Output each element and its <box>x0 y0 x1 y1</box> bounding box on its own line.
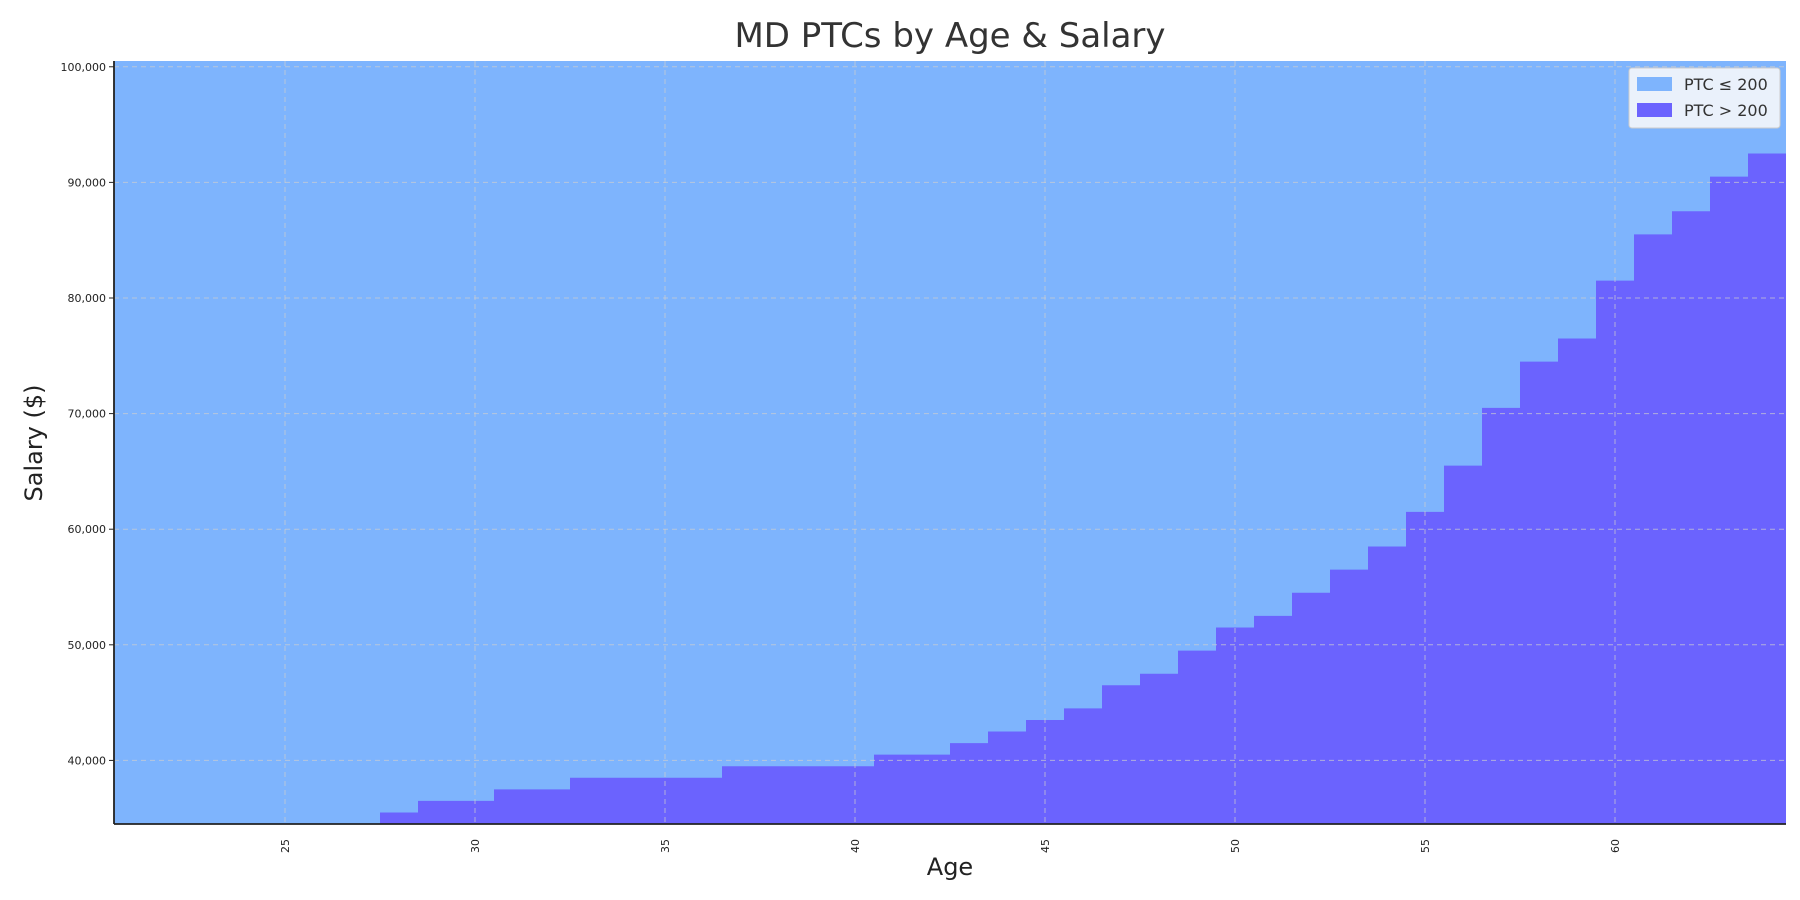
chart-grid <box>114 61 1786 824</box>
legend-label-ptc-gt-200: PTC > 200 <box>1684 101 1768 120</box>
x-tick-label: 45 <box>1039 839 1052 853</box>
y-tick-label: 70,000 <box>68 408 107 421</box>
y-tick-label: 80,000 <box>68 292 107 305</box>
chart-title: MD PTCs by Age & Salary <box>734 16 1165 56</box>
x-axis-label: Age <box>927 853 973 881</box>
x-tick-label: 35 <box>659 839 672 853</box>
y-tick-label: 90,000 <box>68 176 107 189</box>
legend-swatch-ptc-gt-200 <box>1637 103 1672 117</box>
area-ptc-gt-200 <box>114 153 1786 824</box>
y-tick-label: 40,000 <box>68 754 107 767</box>
y-axis-label: Salary ($) <box>20 384 48 501</box>
x-tick-label: 50 <box>1229 839 1242 853</box>
chart-ticks: 25 30 35 40 45 50 55 60 40,000 50,000 60,000 70,000… <box>61 61 1623 853</box>
x-tick-label: 25 <box>279 839 292 853</box>
x-tick-label: 30 <box>469 839 482 853</box>
y-tick-label: 60,000 <box>68 523 107 536</box>
x-tick-label: 40 <box>849 839 862 853</box>
legend: PTC ≤ 200 PTC > 200 <box>1628 67 1781 129</box>
x-tick-label: 60 <box>1609 839 1622 853</box>
x-tick-label: 55 <box>1419 839 1432 853</box>
legend-label-ptc-le-200: PTC ≤ 200 <box>1684 75 1768 94</box>
y-tick-label: 100,000 <box>61 61 107 74</box>
legend-swatch-ptc-le-200 <box>1637 77 1672 91</box>
chart-areas <box>114 61 1786 824</box>
y-tick-label: 50,000 <box>68 639 107 652</box>
chart-axes <box>113 61 1786 825</box>
